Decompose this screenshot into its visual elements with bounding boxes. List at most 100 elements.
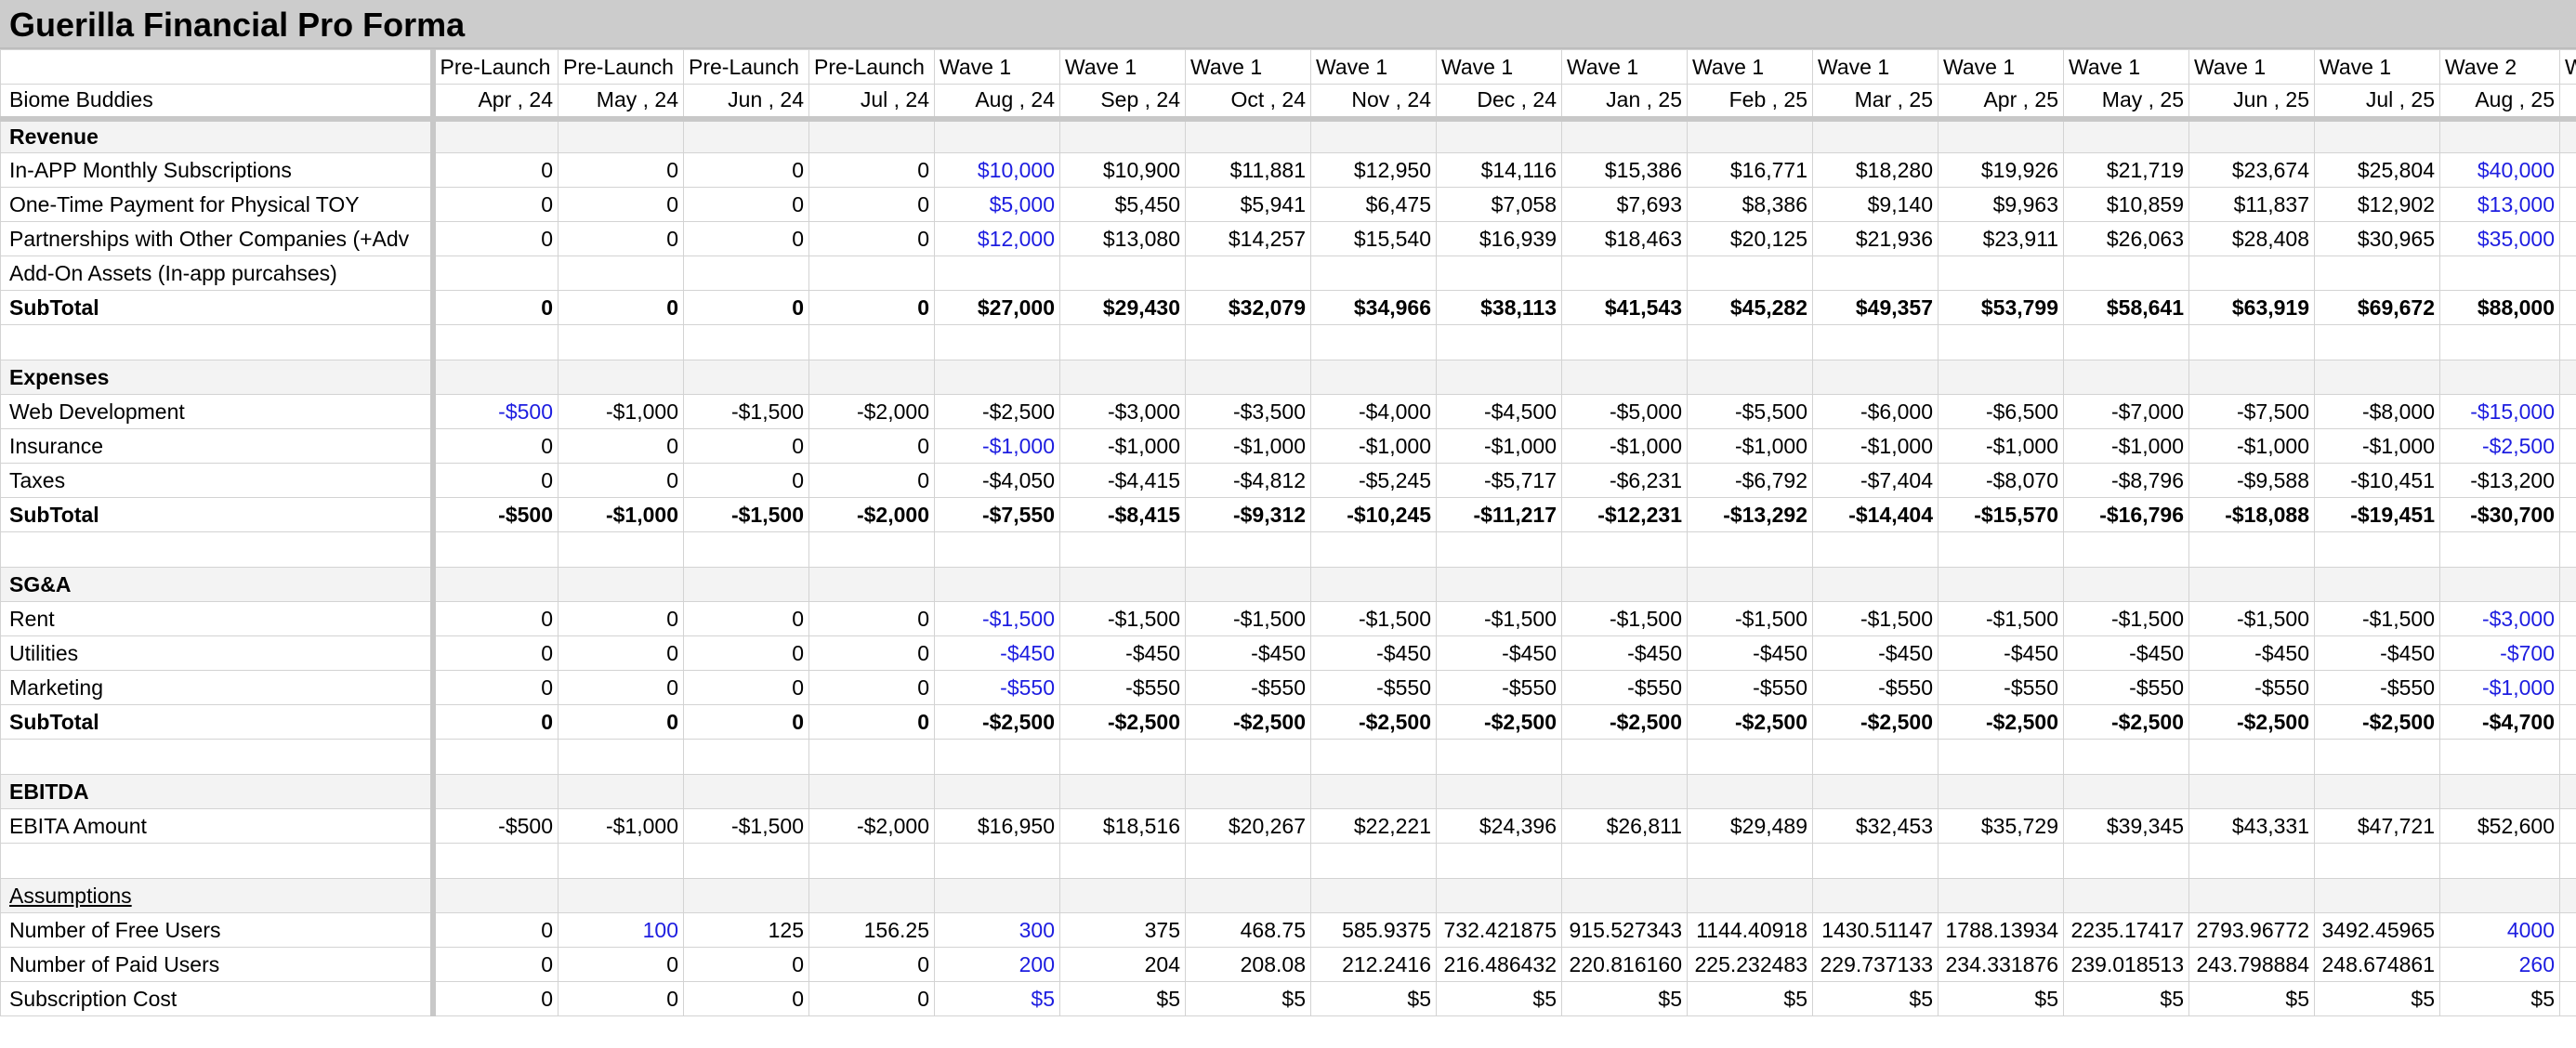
- value-cell[interactable]: -$2,500: [2439, 428, 2560, 464]
- value-cell[interactable]: [2559, 394, 2576, 429]
- value-cell[interactable]: -$1,500: [2314, 601, 2440, 636]
- value-cell[interactable]: $20,125: [1687, 221, 1813, 256]
- empty-cell[interactable]: [1436, 774, 1562, 809]
- month-header-cell[interactable]: Jun , 25: [2188, 84, 2315, 122]
- empty-cell[interactable]: [1185, 567, 1311, 602]
- empty-cell[interactable]: [2439, 118, 2560, 153]
- empty-cell[interactable]: [2559, 531, 2576, 568]
- value-cell[interactable]: -$2,500: [934, 704, 1060, 740]
- value-cell[interactable]: -$1,500: [2188, 601, 2315, 636]
- value-cell[interactable]: -$2,500: [1310, 704, 1437, 740]
- value-cell[interactable]: -$7,000: [2063, 394, 2189, 429]
- value-cell[interactable]: $5,450: [1059, 187, 1186, 222]
- empty-cell[interactable]: [934, 774, 1060, 809]
- line-item-row-label[interactable]: Rent: [0, 601, 436, 636]
- value-cell[interactable]: [1687, 255, 1813, 291]
- value-cell[interactable]: -$2,500: [1561, 704, 1688, 740]
- value-cell[interactable]: 0: [558, 981, 684, 1016]
- value-cell[interactable]: -$2,500: [1436, 704, 1562, 740]
- month-header-cell[interactable]: May , 25: [2063, 84, 2189, 122]
- value-cell[interactable]: 239.018513: [2063, 947, 2189, 982]
- value-cell[interactable]: $5: [2063, 981, 2189, 1016]
- value-cell[interactable]: 200: [934, 947, 1060, 982]
- value-cell[interactable]: 0: [808, 670, 935, 705]
- value-cell[interactable]: $23,911: [1938, 221, 2064, 256]
- empty-cell[interactable]: [1059, 567, 1186, 602]
- value-cell[interactable]: 0: [558, 463, 684, 498]
- value-cell[interactable]: $21,719: [2063, 152, 2189, 188]
- empty-cell[interactable]: [1310, 878, 1437, 913]
- value-cell[interactable]: -$2,500: [1938, 704, 2064, 740]
- empty-cell[interactable]: [558, 118, 684, 153]
- empty-cell[interactable]: [1310, 567, 1437, 602]
- empty-cell[interactable]: [1561, 774, 1688, 809]
- empty-cell[interactable]: [432, 531, 559, 568]
- empty-cell[interactable]: [683, 774, 809, 809]
- value-cell[interactable]: -$8,796: [2063, 463, 2189, 498]
- section-heading[interactable]: SG&A: [0, 567, 436, 602]
- value-cell[interactable]: 212.2416: [1310, 947, 1437, 982]
- month-header-cell[interactable]: Oct , 24: [1185, 84, 1311, 122]
- value-cell[interactable]: [1938, 255, 2064, 291]
- value-cell[interactable]: 0: [683, 221, 809, 256]
- value-cell[interactable]: -$450: [2063, 635, 2189, 671]
- month-header-cell[interactable]: Dec , 24: [1436, 84, 1562, 122]
- value-cell[interactable]: 375: [1059, 912, 1186, 948]
- value-cell[interactable]: [2559, 428, 2576, 464]
- empty-cell[interactable]: [2559, 324, 2576, 360]
- value-cell[interactable]: $9,963: [1938, 187, 2064, 222]
- empty-cell[interactable]: [1436, 878, 1562, 913]
- empty-cell[interactable]: [2314, 843, 2440, 879]
- empty-cell[interactable]: [1561, 360, 1688, 395]
- value-cell[interactable]: -$1,000: [1938, 428, 2064, 464]
- value-cell[interactable]: 1430.51147: [1812, 912, 1939, 948]
- value-cell[interactable]: $14,116: [1436, 152, 1562, 188]
- empty-cell[interactable]: [0, 531, 436, 568]
- value-cell[interactable]: -$1,000: [1185, 428, 1311, 464]
- value-cell[interactable]: $5: [1059, 981, 1186, 1016]
- empty-cell[interactable]: [2314, 774, 2440, 809]
- value-cell[interactable]: -$450: [1938, 635, 2064, 671]
- line-item-row-label[interactable]: Add-On Assets (In-app purcahses): [0, 255, 436, 291]
- value-cell[interactable]: -$450: [1812, 635, 1939, 671]
- empty-cell[interactable]: [2063, 118, 2189, 153]
- value-cell[interactable]: -$1,500: [1561, 601, 1688, 636]
- value-cell[interactable]: 0: [683, 635, 809, 671]
- empty-cell[interactable]: [934, 324, 1060, 360]
- value-cell[interactable]: -$2,500: [2063, 704, 2189, 740]
- empty-cell[interactable]: [2188, 843, 2315, 879]
- value-cell[interactable]: -$13,292: [1687, 497, 1813, 532]
- value-cell[interactable]: [2439, 255, 2560, 291]
- empty-cell[interactable]: [1687, 360, 1813, 395]
- value-cell[interactable]: -$9,312: [1185, 497, 1311, 532]
- empty-cell[interactable]: [2063, 531, 2189, 568]
- phase-header-cell[interactable]: Wave 1: [1059, 49, 1186, 85]
- value-cell[interactable]: -$1,000: [2314, 428, 2440, 464]
- line-item-row-label[interactable]: Partnerships with Other Companies (+Adv: [0, 221, 436, 256]
- value-cell[interactable]: $19,926: [1938, 152, 2064, 188]
- value-cell[interactable]: -$1,000: [2063, 428, 2189, 464]
- empty-cell[interactable]: [934, 567, 1060, 602]
- phase-header-cell[interactable]: Wave 1: [1812, 49, 1939, 85]
- empty-cell[interactable]: [808, 118, 935, 153]
- empty-cell[interactable]: [432, 360, 559, 395]
- empty-cell[interactable]: [934, 878, 1060, 913]
- empty-cell[interactable]: [432, 118, 559, 153]
- phase-header-cell[interactable]: Wave 1: [1436, 49, 1562, 85]
- value-cell[interactable]: -$1,000: [2188, 428, 2315, 464]
- value-cell[interactable]: 225.232483: [1687, 947, 1813, 982]
- phase-header-cell[interactable]: Wave 1: [1687, 49, 1813, 85]
- value-cell[interactable]: [2559, 255, 2576, 291]
- empty-cell[interactable]: [1938, 531, 2064, 568]
- value-cell[interactable]: $63,919: [2188, 290, 2315, 325]
- value-cell[interactable]: $21,936: [1812, 221, 1939, 256]
- empty-cell[interactable]: [1185, 118, 1311, 153]
- value-cell[interactable]: $15,386: [1561, 152, 1688, 188]
- value-cell[interactable]: 216.486432: [1436, 947, 1562, 982]
- month-header-cell[interactable]: Jun , 24: [683, 84, 809, 122]
- value-cell[interactable]: 0: [432, 704, 559, 740]
- value-cell[interactable]: [1561, 255, 1688, 291]
- empty-cell[interactable]: [1938, 843, 2064, 879]
- value-cell[interactable]: -$6,231: [1561, 463, 1688, 498]
- value-cell[interactable]: -$1,500: [2063, 601, 2189, 636]
